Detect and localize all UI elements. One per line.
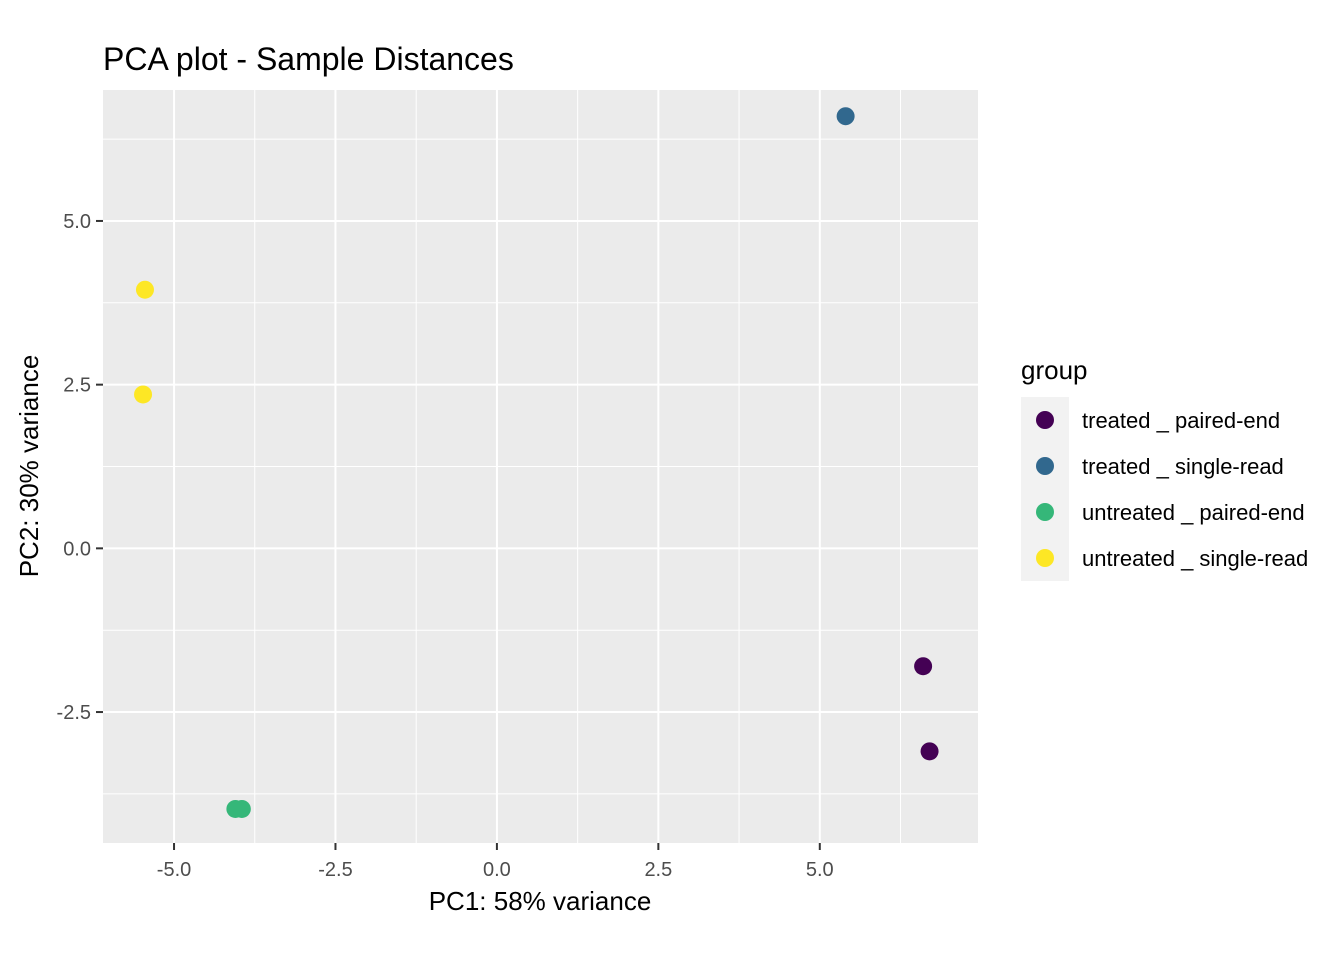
x-axis-title: PC1: 58% variance [429,886,652,916]
legend: group treated _ paired-end treated _ sing… [1021,355,1308,581]
legend-label: treated _ single-read [1082,454,1284,479]
legend-key [1036,503,1054,521]
data-point [836,107,855,126]
chart-title: PCA plot - Sample Distances [103,41,514,77]
data-point [134,385,153,404]
data-points [134,107,939,818]
y-tick-label: 0.0 [63,538,91,560]
y-tick-label: 5.0 [63,211,91,233]
legend-key [1036,411,1054,429]
x-tick-label: 0.0 [483,859,511,881]
major-gridlines [103,90,978,843]
data-point [914,657,933,676]
minor-gridlines [103,90,978,843]
y-axis-ticks: -2.5 0.0 2.5 5.0 [57,211,103,724]
x-tick-label: -2.5 [318,859,352,881]
y-axis-title: PC2: 30% variance [14,355,44,578]
data-point [232,799,251,818]
legend-label: untreated _ single-read [1082,546,1308,571]
legend-title: group [1021,355,1088,385]
x-tick-label: 5.0 [806,859,834,881]
legend-key [1036,549,1054,567]
x-tick-label: -5.0 [157,859,191,881]
x-axis-ticks: -5.0 -2.5 0.0 2.5 5.0 [157,843,834,881]
legend-label: untreated _ paired-end [1082,500,1305,525]
y-tick-label: -2.5 [57,702,91,724]
data-point [135,280,154,299]
legend-key [1036,457,1054,475]
y-tick-label: 2.5 [63,375,91,397]
legend-label: treated _ paired-end [1082,408,1280,433]
x-tick-label: 2.5 [644,859,672,881]
data-point [920,742,939,761]
